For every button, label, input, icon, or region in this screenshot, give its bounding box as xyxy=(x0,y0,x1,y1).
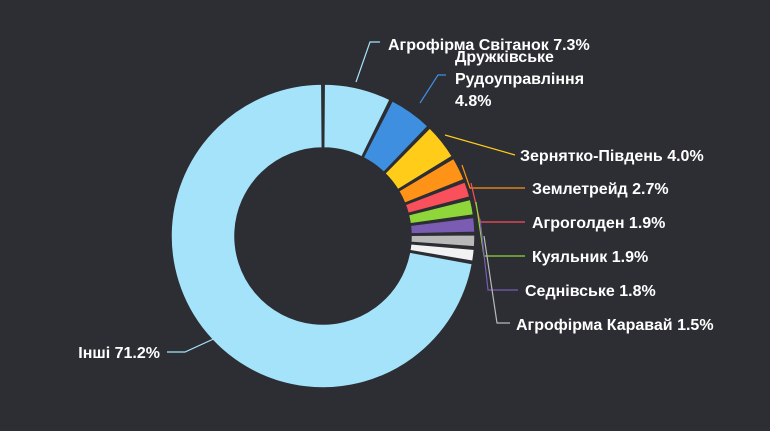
slice-label-1: Дружківське Рудоуправління 4.8% xyxy=(455,49,584,110)
leader-line-1 xyxy=(419,74,446,104)
leader-line-6 xyxy=(479,218,518,291)
leader-line-3 xyxy=(461,164,525,189)
leader-line-4 xyxy=(470,182,525,223)
slice-label-3: Землетрейд 2.7% xyxy=(532,181,669,198)
slice-label-2: Зернятко-Південь 4.0% xyxy=(520,148,704,165)
leader-line-2 xyxy=(444,134,516,156)
slice-0 xyxy=(322,83,391,158)
slice-1 xyxy=(362,99,429,174)
slice-label-7: Агрофірма Каравай 1.5% xyxy=(516,317,714,334)
slice-label-0: Агрофірма Світанок 7.3% xyxy=(388,37,590,54)
leader-line-9 xyxy=(167,335,221,353)
slice-8 xyxy=(409,242,476,263)
slice-2 xyxy=(384,127,454,191)
slice-label-6: Седнівське 1.8% xyxy=(525,283,656,300)
slice-6 xyxy=(409,216,476,235)
leader-line-0 xyxy=(355,41,380,83)
slice-5 xyxy=(407,198,475,225)
slice-7 xyxy=(410,234,476,248)
slice-label-5: Куяльник 1.9% xyxy=(532,249,648,266)
leader-line-7 xyxy=(483,235,510,324)
slice-9 xyxy=(170,83,474,389)
slice-3 xyxy=(397,157,465,205)
slice-label-4: Агроголден 1.9% xyxy=(532,215,665,232)
slice-label-9: Інші 71.2% xyxy=(78,345,160,362)
slice-4 xyxy=(404,181,471,215)
